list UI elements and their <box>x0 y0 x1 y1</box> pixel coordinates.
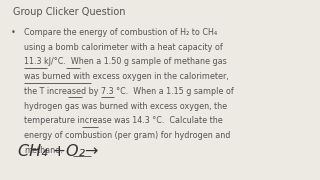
Text: methane.: methane. <box>24 146 63 155</box>
Text: Compare the energy of combustion of H₂ to CH₄: Compare the energy of combustion of H₂ t… <box>24 28 217 37</box>
Text: Group Clicker Question: Group Clicker Question <box>13 7 125 17</box>
Text: energy of combustion (per gram) for hydrogen and: energy of combustion (per gram) for hydr… <box>24 131 230 140</box>
Text: temperature increase was 14.3 °C.  Calculate the: temperature increase was 14.3 °C. Calcul… <box>24 116 223 125</box>
Text: •: • <box>11 28 16 37</box>
Text: the T increased by 7.3 °C.  When a 1.15 g sample of: the T increased by 7.3 °C. When a 1.15 g… <box>24 87 234 96</box>
Text: was burned with excess oxygen in the calorimeter,: was burned with excess oxygen in the cal… <box>24 72 229 81</box>
Text: 11.3 kJ/°C.  When a 1.50 g sample of methane gas: 11.3 kJ/°C. When a 1.50 g sample of meth… <box>24 57 227 66</box>
Text: using a bomb calorimeter with a heat capacity of: using a bomb calorimeter with a heat cap… <box>24 43 223 52</box>
Text: hydrogen gas was burned with excess oxygen, the: hydrogen gas was burned with excess oxyg… <box>24 102 227 111</box>
Text: CH₄ +O₂→: CH₄ +O₂→ <box>18 144 98 159</box>
